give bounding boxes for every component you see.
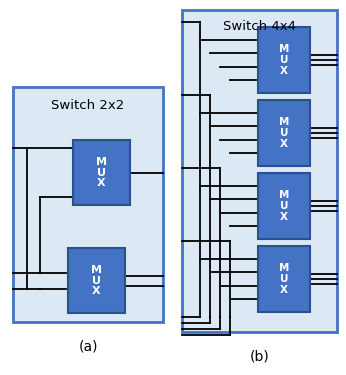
Text: M
U
X: M U X [279, 263, 289, 295]
Text: M
U
X: M U X [96, 157, 107, 188]
Text: Switch 4x4: Switch 4x4 [223, 20, 296, 33]
Text: (b): (b) [249, 350, 270, 364]
Text: M
U
X: M U X [279, 190, 289, 222]
Bar [258, 27, 310, 93]
Text: M
U
X: M U X [279, 117, 289, 149]
Bar [73, 140, 130, 205]
Text: (a): (a) [78, 340, 98, 354]
Bar [258, 100, 310, 166]
Text: M
U
X: M U X [91, 265, 102, 296]
Bar [182, 10, 337, 332]
Bar [68, 248, 125, 313]
Bar [13, 87, 163, 322]
Bar [258, 246, 310, 312]
Text: M
U
X: M U X [279, 44, 289, 76]
Bar [258, 173, 310, 239]
Text: Switch 2x2: Switch 2x2 [51, 99, 125, 112]
